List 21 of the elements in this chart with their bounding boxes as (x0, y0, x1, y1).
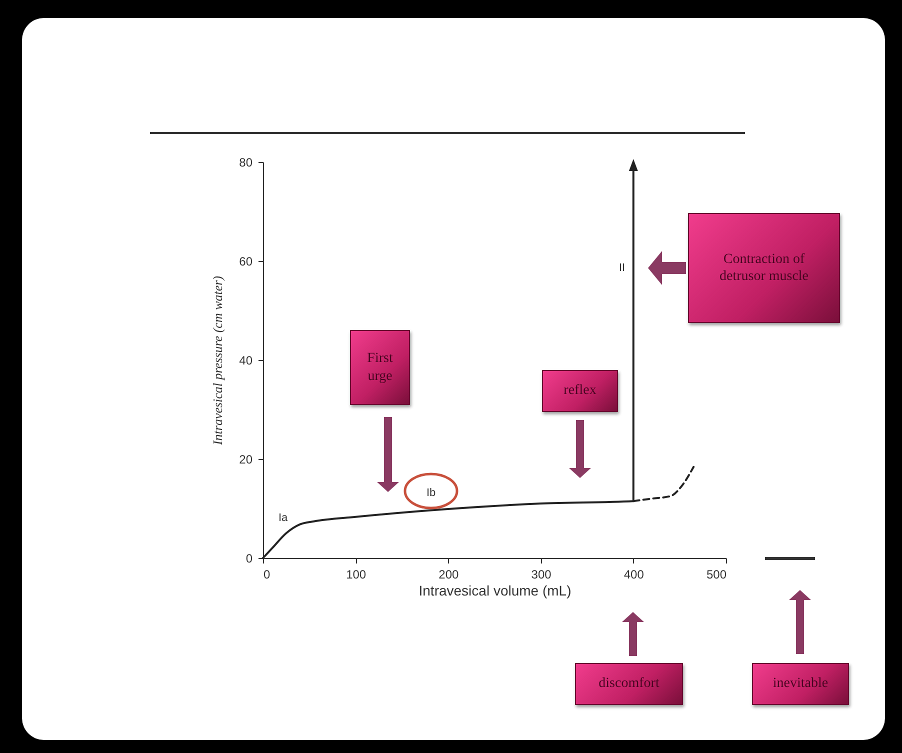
x-tick-label: 500 (706, 568, 727, 582)
y-tick-label: 40 (239, 354, 253, 368)
x-tick-label: 400 (624, 568, 644, 582)
callout-box: Contraction of detrusor muscle (688, 213, 840, 323)
annotation: Ib (426, 487, 436, 499)
annotation: II (619, 262, 626, 274)
x-tick-label: 200 (438, 568, 460, 582)
callout-box: First urge (350, 330, 410, 405)
y-tick-label: 20 (239, 452, 253, 466)
y-tick-label: 80 (239, 156, 253, 170)
y-tick-label: 60 (239, 254, 253, 268)
x-tick-label: 100 (346, 568, 366, 582)
y-tick-label: 0 (246, 552, 253, 566)
x-tick-label: 300 (531, 568, 552, 582)
callout-box: discomfort (575, 663, 683, 705)
y-axis-title: Intravesical pressure (cm water) (210, 276, 226, 446)
callout-box: inevitable (752, 663, 849, 705)
x-tick-label: 0 (264, 568, 270, 582)
callout-box: reflex (542, 370, 618, 412)
annotation: Ia (278, 512, 288, 524)
x-axis-title: Intravesical volume (mL) (418, 582, 572, 598)
